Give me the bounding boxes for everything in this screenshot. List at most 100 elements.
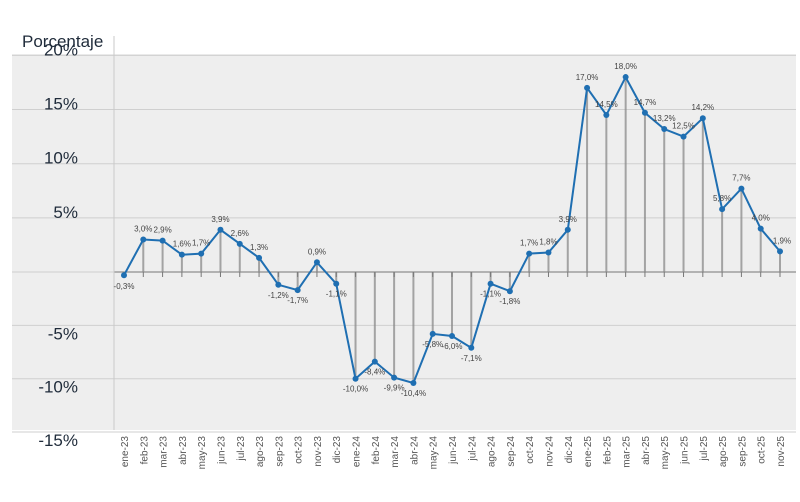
data-point bbox=[699, 115, 706, 122]
data-point bbox=[275, 281, 282, 288]
data-label: 14,2% bbox=[691, 103, 714, 112]
data-label: -1,1% bbox=[326, 290, 347, 299]
stem bbox=[470, 272, 473, 348]
data-point bbox=[333, 280, 340, 287]
x-tick-label: may-25 bbox=[660, 436, 671, 470]
x-tick-label: sep-25 bbox=[737, 436, 748, 467]
data-label: 14,7% bbox=[634, 98, 657, 107]
data-point bbox=[140, 236, 147, 243]
stems bbox=[123, 77, 781, 383]
data-label: 3,0% bbox=[134, 225, 152, 234]
data-label: 1,7% bbox=[192, 239, 210, 248]
data-label: 5,8% bbox=[713, 194, 731, 203]
data-point bbox=[487, 280, 494, 287]
stem bbox=[624, 77, 627, 272]
data-point bbox=[313, 259, 320, 266]
stem bbox=[740, 188, 743, 272]
stem bbox=[238, 243, 241, 272]
data-point bbox=[198, 250, 205, 257]
data-point bbox=[757, 225, 764, 232]
stem bbox=[277, 272, 280, 285]
data-point bbox=[719, 206, 726, 213]
data-point bbox=[584, 84, 591, 91]
stem bbox=[258, 257, 261, 272]
data-point bbox=[294, 287, 301, 294]
data-point bbox=[236, 240, 243, 247]
data-point bbox=[468, 344, 475, 351]
data-point bbox=[777, 248, 783, 255]
data-point bbox=[121, 272, 127, 279]
plot-background bbox=[12, 54, 796, 430]
data-label: 1,7% bbox=[520, 239, 538, 248]
data-point bbox=[256, 254, 263, 261]
stem bbox=[335, 272, 338, 284]
data-point bbox=[410, 379, 417, 386]
data-label: 12,5% bbox=[672, 122, 695, 131]
stem bbox=[663, 129, 666, 272]
y-axis-title: Porcentaje bbox=[22, 32, 103, 51]
data-label: -9,9% bbox=[384, 384, 405, 393]
data-label: -6,0% bbox=[442, 342, 463, 351]
data-label: -8,4% bbox=[364, 368, 385, 377]
data-label: 14,5% bbox=[595, 100, 618, 109]
data-label: 1,6% bbox=[173, 240, 191, 249]
stem bbox=[643, 112, 646, 272]
x-tick-label: jul-24 bbox=[467, 436, 478, 462]
x-tick-label: may-24 bbox=[429, 436, 440, 470]
data-points bbox=[121, 74, 783, 386]
stem bbox=[528, 253, 531, 272]
x-tick-label: nov-23 bbox=[313, 436, 324, 467]
y-tick-label: 5% bbox=[53, 203, 78, 222]
x-tick-label: ago-23 bbox=[255, 436, 266, 468]
data-point bbox=[178, 251, 185, 258]
x-tick-label: ago-24 bbox=[487, 436, 498, 468]
data-label: 1,9% bbox=[773, 236, 791, 245]
data-point bbox=[622, 74, 629, 81]
data-label: 3,9% bbox=[211, 215, 229, 224]
x-tick-label: ene-25 bbox=[583, 436, 594, 468]
data-point bbox=[159, 237, 166, 244]
data-label: 17,0% bbox=[576, 73, 599, 82]
data-label: -1,7% bbox=[287, 296, 308, 305]
x-tick-label: jul-25 bbox=[699, 436, 710, 462]
stem bbox=[508, 272, 511, 292]
stem bbox=[451, 272, 453, 337]
x-tick-label: jul-23 bbox=[236, 436, 247, 462]
stem bbox=[373, 272, 376, 362]
stem bbox=[605, 114, 608, 272]
y-tick-label: 20% bbox=[44, 40, 78, 59]
data-point bbox=[391, 374, 398, 381]
data-label: -10,4% bbox=[401, 389, 426, 398]
data-point bbox=[641, 109, 648, 116]
stem bbox=[180, 254, 183, 272]
data-labels: -0,3%3,0% 2,9%1,6% 1,7%3,9%2,6%1,3%-1,2%-1… bbox=[114, 62, 792, 398]
data-point bbox=[680, 133, 687, 140]
stem bbox=[219, 229, 222, 272]
x-tick-label: dic-24 bbox=[564, 436, 575, 464]
data-label: -0,3% bbox=[114, 282, 135, 291]
x-tick-label: abr-25 bbox=[641, 436, 652, 465]
y-tick-label: 15% bbox=[44, 95, 78, 114]
data-label: -10,0% bbox=[343, 385, 368, 394]
x-tick-label: ene-24 bbox=[352, 436, 363, 468]
data-label: 4,0% bbox=[752, 214, 770, 223]
x-tick-label: jun-23 bbox=[216, 436, 227, 465]
data-label: 1,3% bbox=[250, 243, 268, 252]
x-tick-label: mar-25 bbox=[622, 436, 633, 468]
x-tick-label: abr-24 bbox=[409, 436, 420, 465]
data-label: 1,8% bbox=[539, 238, 557, 247]
x-tick-label: ago-25 bbox=[718, 436, 729, 468]
y-tick-label: -15% bbox=[38, 431, 78, 450]
stem bbox=[296, 272, 299, 291]
x-tick-label: oct-23 bbox=[294, 436, 305, 464]
x-tick-label: ene-23 bbox=[120, 436, 131, 468]
data-label: -1,8% bbox=[499, 297, 520, 306]
data-label: 7,7% bbox=[732, 174, 750, 183]
y-tick-label: 10% bbox=[44, 149, 78, 168]
data-point bbox=[429, 330, 436, 337]
data-point bbox=[371, 358, 378, 365]
data-point bbox=[564, 226, 571, 233]
x-tick-label: mar-23 bbox=[159, 436, 170, 468]
x-tick-label: sep-23 bbox=[274, 436, 285, 467]
